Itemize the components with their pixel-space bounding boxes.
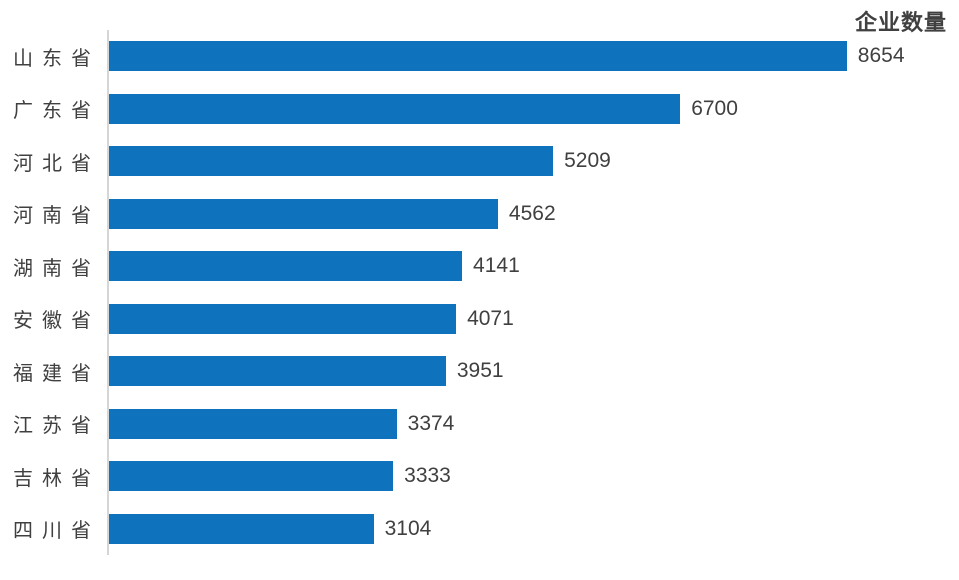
bar-row: 河北省 5209 xyxy=(0,135,959,188)
value-label: 3951 xyxy=(456,359,504,383)
bar-row: 广东省 6700 xyxy=(0,83,959,136)
bar-area: 4071 xyxy=(109,293,959,346)
bar-row: 安徽省 4071 xyxy=(0,293,959,346)
bar-area: 6700 xyxy=(109,83,959,136)
bar xyxy=(109,41,847,72)
bar-area: 3374 xyxy=(109,398,959,451)
category-label: 吉林省 xyxy=(13,467,100,490)
category-label: 山东省 xyxy=(13,47,100,70)
bar xyxy=(109,513,374,544)
category-label: 江苏省 xyxy=(13,415,100,438)
bar-row: 福建省 3951 xyxy=(0,345,959,398)
bar-area: 4562 xyxy=(109,188,959,241)
bar-row: 江苏省 3374 xyxy=(0,398,959,451)
value-label: 8654 xyxy=(857,44,905,68)
bar xyxy=(109,356,446,387)
bar-area: 4141 xyxy=(109,240,959,293)
bar-row: 四川省 3104 xyxy=(0,503,959,556)
bar-row: 吉林省 3333 xyxy=(0,450,959,503)
bar xyxy=(109,93,681,124)
category-label: 广东省 xyxy=(13,100,100,123)
bar xyxy=(109,461,394,492)
bar xyxy=(109,408,397,439)
bar xyxy=(109,198,498,229)
category-label: 河南省 xyxy=(13,205,100,228)
category-label: 四川省 xyxy=(13,520,100,543)
bar-row: 山东省 8654 xyxy=(0,30,959,83)
bar-area: 3951 xyxy=(109,345,959,398)
bar xyxy=(109,146,554,177)
category-label: 湖南省 xyxy=(13,257,100,280)
value-label: 3333 xyxy=(404,464,451,488)
category-label: 福建省 xyxy=(13,362,100,385)
value-label: 3374 xyxy=(407,411,455,435)
bar-area: 3333 xyxy=(109,450,959,503)
chart-title: 企业数量 xyxy=(854,10,947,35)
value-label: 5209 xyxy=(564,149,611,173)
category-label: 河北省 xyxy=(13,152,100,175)
value-label: 4071 xyxy=(467,306,514,330)
value-label: 4141 xyxy=(473,254,520,278)
bar-area: 5209 xyxy=(109,135,959,188)
bar-area: 8654 xyxy=(109,30,959,83)
bar-area: 3104 xyxy=(109,503,959,556)
bar-row: 河南省 4562 xyxy=(0,188,959,241)
value-label: 4562 xyxy=(508,201,556,225)
bar xyxy=(109,251,463,282)
category-label: 安徽省 xyxy=(13,310,100,333)
bar-rows: 山东省 8654 广东省 6700 河北省 5209 河南省 4562 湖南省 … xyxy=(0,30,959,555)
bar xyxy=(109,303,457,334)
y-axis-line xyxy=(107,30,109,555)
value-label: 6700 xyxy=(691,96,738,120)
value-label: 3104 xyxy=(384,516,432,540)
bar-row: 湖南省 4141 xyxy=(0,240,959,293)
